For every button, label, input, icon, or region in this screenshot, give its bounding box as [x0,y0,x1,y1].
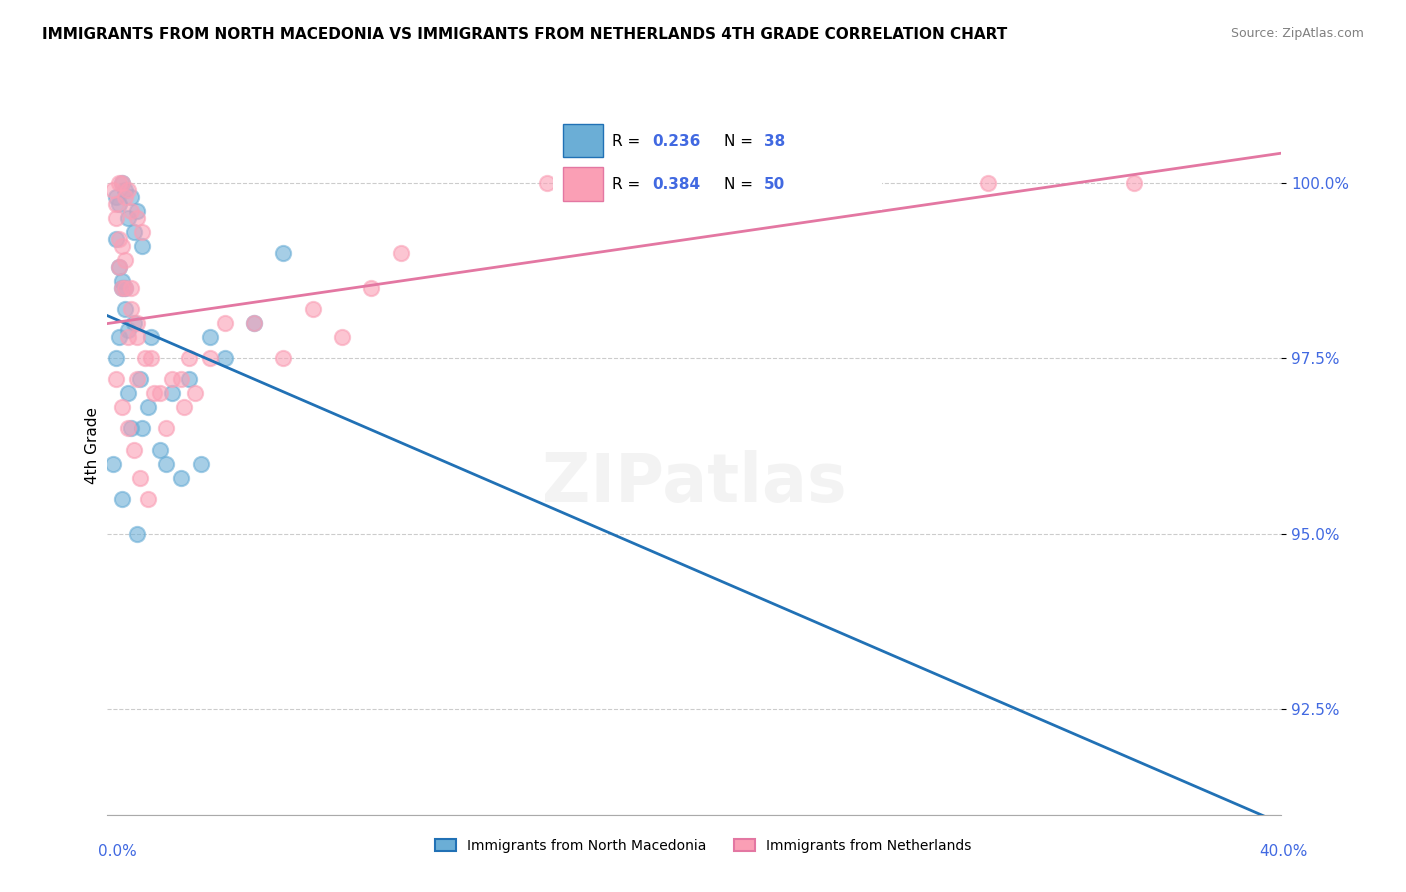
Legend: Immigrants from North Macedonia, Immigrants from Netherlands: Immigrants from North Macedonia, Immigra… [429,833,977,858]
Point [108,176,131,190]
Point [301,302,323,317]
Point [105,196,128,211]
Point [105,351,128,366]
Point [330,330,353,344]
Point [131,239,153,253]
Point [169,470,191,484]
Point [136,401,159,415]
Point [976,176,998,190]
Point [273,351,295,366]
Point [108,260,131,274]
Point [122,225,145,239]
Point [114,281,136,295]
Point [105,232,128,246]
Point [173,401,195,415]
Point [114,252,136,267]
Point [117,386,139,401]
Point [179,351,201,366]
Point [111,274,134,288]
Text: 0.0%: 0.0% [98,845,138,859]
Point [214,316,236,330]
Text: IMMIGRANTS FROM NORTH MACEDONIA VS IMMIGRANTS FROM NETHERLANDS 4TH GRADE CORRELA: IMMIGRANTS FROM NORTH MACEDONIA VS IMMIG… [42,27,1008,42]
Y-axis label: 4th Grade: 4th Grade [86,408,100,484]
Point [360,281,382,295]
Point [131,225,153,239]
Text: Source: ZipAtlas.com: Source: ZipAtlas.com [1230,27,1364,40]
Point [125,526,148,541]
Point [120,281,142,295]
Point [131,421,153,435]
Point [120,203,142,218]
Point [141,330,163,344]
Point [114,183,136,197]
Point [117,421,139,435]
Point [536,176,558,190]
Point [111,176,134,190]
Point [125,203,148,218]
Point [111,491,134,506]
Point [683,176,706,190]
Point [111,281,134,295]
Point [273,246,295,260]
Point [179,372,201,386]
Point [114,281,136,295]
Point [117,211,139,225]
Point [198,330,221,344]
Point [122,442,145,457]
Point [128,372,150,386]
Text: ZIPatlas: ZIPatlas [541,450,846,516]
Point [141,351,163,366]
Point [243,316,266,330]
Point [111,176,134,190]
Point [125,211,148,225]
Point [134,351,156,366]
Point [128,470,150,484]
Point [105,190,128,204]
Point [198,351,221,366]
Point [120,421,142,435]
Point [117,323,139,337]
Point [114,190,136,204]
Point [160,372,183,386]
Point [214,351,236,366]
Point [108,330,131,344]
Point [117,330,139,344]
Point [149,386,172,401]
Point [105,372,128,386]
Point [105,211,128,225]
Point [108,232,131,246]
Point [389,246,412,260]
Point [155,421,177,435]
Point [169,372,191,386]
Point [136,491,159,506]
Point [143,386,166,401]
Point [117,183,139,197]
Point [125,316,148,330]
Point [108,196,131,211]
Point [149,442,172,457]
Point [122,316,145,330]
Point [1123,176,1146,190]
Point [125,372,148,386]
Point [120,302,142,317]
Text: 40.0%: 40.0% [1260,845,1308,859]
Point [114,302,136,317]
Point [190,457,212,471]
Point [111,281,134,295]
Point [125,330,148,344]
Point [101,183,124,197]
Point [243,316,266,330]
Point [101,457,124,471]
Point [108,260,131,274]
Point [111,401,134,415]
Point [111,239,134,253]
Point [184,386,207,401]
Point [155,457,177,471]
Point [160,386,183,401]
Point [120,190,142,204]
